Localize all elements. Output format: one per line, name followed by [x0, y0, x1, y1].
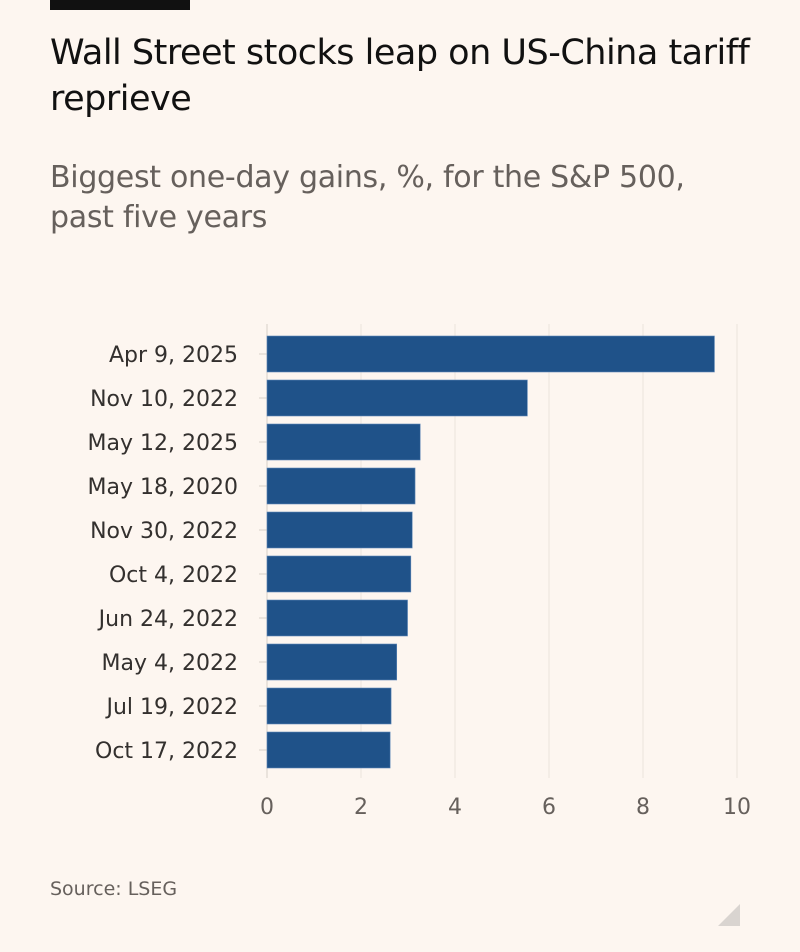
x-tick-label: 10 — [723, 795, 751, 820]
category-label: Jul 19, 2022 — [104, 695, 238, 720]
category-label: Nov 30, 2022 — [90, 519, 238, 544]
category-label: Nov 10, 2022 — [90, 387, 238, 412]
category-label: Jun 24, 2022 — [97, 607, 238, 632]
x-tick-label: 0 — [260, 795, 274, 820]
bar — [266, 599, 408, 637]
category-label: Oct 17, 2022 — [95, 739, 238, 764]
x-tick-label: 4 — [448, 795, 462, 820]
chart-title: Wall Street stocks leap on US-China tari… — [50, 33, 750, 119]
bar — [266, 731, 391, 769]
bar — [266, 467, 416, 505]
source-note: Source: LSEG — [50, 878, 178, 900]
x-tick-label: 2 — [354, 795, 368, 820]
bar — [266, 423, 421, 461]
bar — [266, 335, 715, 373]
bar — [266, 643, 398, 681]
bar — [266, 511, 413, 549]
brand-bar — [50, 0, 190, 10]
resize-handle-icon[interactable] — [718, 904, 740, 926]
category-label: Apr 9, 2025 — [109, 343, 238, 368]
x-tick-label: 6 — [542, 795, 556, 820]
category-label: May 12, 2025 — [88, 431, 238, 456]
category-label: May 4, 2022 — [102, 651, 238, 676]
bar — [266, 379, 528, 417]
bar — [266, 687, 392, 725]
x-tick-label: 8 — [636, 795, 650, 820]
bar — [266, 555, 412, 593]
category-label: May 18, 2020 — [88, 475, 238, 500]
chart-subtitle: Biggest one-day gains, %, for the S&P 50… — [50, 160, 685, 235]
category-label: Oct 4, 2022 — [109, 563, 238, 588]
